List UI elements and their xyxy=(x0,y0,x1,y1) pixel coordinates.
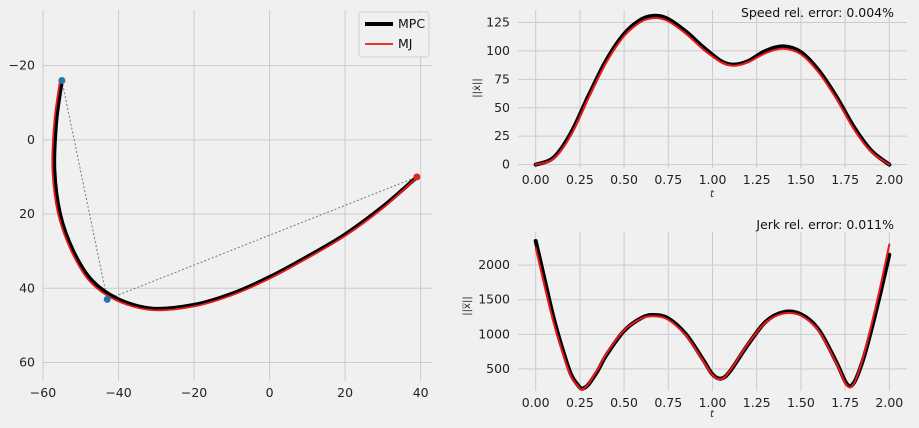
y-tick-label: 0 xyxy=(27,132,35,147)
y-tick-label: 0 xyxy=(502,157,510,172)
x-tick-label: 0.00 xyxy=(522,172,550,187)
jerk-xlabel: t xyxy=(710,409,715,420)
y-tick-label: 75 xyxy=(494,71,510,86)
y-tick-label: 1500 xyxy=(478,292,510,307)
y-tick-label: 40 xyxy=(19,280,35,295)
y-tick-label: 500 xyxy=(486,361,510,376)
series-line-mj xyxy=(51,79,417,312)
x-tick-label: 2.00 xyxy=(875,395,903,410)
x-tick-label: 0.50 xyxy=(610,172,638,187)
x-tick-label: −60 xyxy=(30,385,56,400)
y-tick-label: 50 xyxy=(494,100,510,115)
series-line-mpc xyxy=(533,13,892,167)
legend: MPC MJ xyxy=(358,11,430,58)
x-tick-label: 0.25 xyxy=(566,395,594,410)
x-tick-label: 0.50 xyxy=(610,395,638,410)
x-tick-label: 1.00 xyxy=(699,395,727,410)
control-point xyxy=(58,76,66,84)
speed-plot: 0.00 0.25 0.50 0.75 1.00 1.25 1.50 1.75 2.00 0 25 5… xyxy=(486,10,907,187)
jerk-ylabel: ||x⃛|| xyxy=(462,296,473,315)
x-tick-label: 0.00 xyxy=(522,395,550,410)
x-tick-label: 40 xyxy=(413,385,429,400)
x-tick-label: 1.50 xyxy=(787,395,815,410)
y-tick-label: −20 xyxy=(9,58,35,73)
series-line-mj xyxy=(534,243,891,391)
x-tick-label: 0.25 xyxy=(566,172,594,187)
x-tick-label: 2.00 xyxy=(875,172,903,187)
speed-xlabel: t xyxy=(710,189,715,200)
y-tick-label: 60 xyxy=(19,354,35,369)
x-tick-label: 1.25 xyxy=(743,172,771,187)
x-tick-label: 1.75 xyxy=(831,172,859,187)
control-polygon xyxy=(61,80,418,301)
y-tick-label: 1000 xyxy=(478,326,510,341)
x-tick-label: 1.75 xyxy=(831,395,859,410)
y-tick-label: 2000 xyxy=(478,257,510,272)
x-tick-label: 20 xyxy=(337,385,353,400)
x-tick-label: 0.75 xyxy=(654,172,682,187)
jerk-error-annotation: Jerk rel. error: 0.011% xyxy=(755,217,894,232)
series-line-mpc xyxy=(52,78,419,311)
x-tick-label: 1.00 xyxy=(699,172,727,187)
control-point xyxy=(413,173,421,181)
trajectory-plot: −60 −40 −20 0 20 40 −20 0 20 40 60 xyxy=(9,10,432,400)
series-line-mj xyxy=(534,16,891,166)
x-tick-label: 0 xyxy=(266,385,274,400)
jerk-plot: 0.00 0.25 0.50 0.75 1.00 1.25 1.50 1.75 2.00 500 1… xyxy=(478,232,907,410)
legend-label-mpc: MPC xyxy=(398,16,425,31)
y-tick-label: 20 xyxy=(19,206,35,221)
x-tick-label: 1.25 xyxy=(743,395,771,410)
speed-ylabel: ||ẋ|| xyxy=(472,78,483,97)
y-tick-label: 25 xyxy=(494,128,510,143)
y-tick-label: 125 xyxy=(486,15,510,30)
x-tick-label: −20 xyxy=(181,385,207,400)
x-tick-label: −40 xyxy=(105,385,131,400)
x-tick-label: 0.75 xyxy=(654,395,682,410)
y-tick-label: 100 xyxy=(486,43,510,58)
x-tick-label: 1.50 xyxy=(787,172,815,187)
control-point xyxy=(103,295,111,303)
speed-error-annotation: Speed rel. error: 0.004% xyxy=(741,5,894,20)
legend-label-mj: MJ xyxy=(398,36,412,51)
